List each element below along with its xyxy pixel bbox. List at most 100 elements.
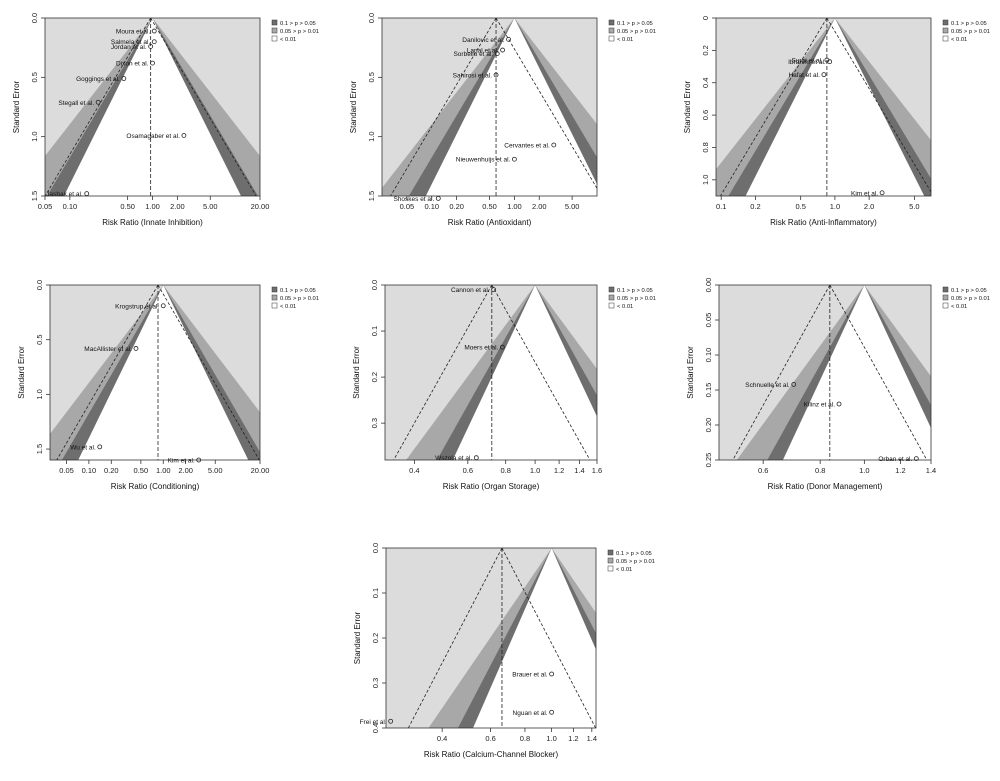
study-label: Schnuelle et al. [745, 382, 790, 389]
pseudo-ci-left [720, 18, 828, 196]
x-tick-label: 0.10 [424, 202, 439, 211]
contour-regions [716, 18, 931, 196]
pseudo-ci-right [495, 18, 597, 190]
x-tick-label: 1.2 [895, 466, 905, 475]
legend-swatch [942, 27, 949, 34]
y-axis-title: Standard Error [683, 80, 692, 133]
plot-frame [384, 284, 598, 461]
x-tick-label: 2.00 [178, 466, 193, 475]
x-axis-title: Risk Ratio (Calcium-Channel Blocker) [424, 750, 559, 759]
legend-label: 0.1 > p > 0.05 [617, 21, 653, 27]
study-label: Brauer et al. [512, 672, 548, 679]
legend-swatch [942, 19, 949, 26]
x-axis-title: Risk Ratio (Donor Management) [768, 482, 883, 491]
legend-swatch [608, 302, 615, 309]
study-label: Jasbak et al. [46, 191, 83, 198]
study-point [913, 456, 919, 462]
y-axis-title: Standard Error [17, 346, 26, 399]
y-tick-label: 0.05 [704, 313, 713, 328]
study-label: Hafat et al. [788, 72, 820, 79]
x-tick-label: 0.05 [59, 466, 74, 475]
contour-regions [50, 285, 260, 460]
study-label: Moura et al. [116, 29, 151, 36]
x-tick-label: 0.8 [500, 466, 510, 475]
y-tick-label: 1.0 [701, 175, 710, 185]
study-label: Dixon et al. [116, 61, 149, 68]
study-label: Ibrahim et al. [788, 59, 826, 66]
study-point [196, 457, 202, 463]
legend-label: 0.1 > p > 0.05 [616, 551, 652, 557]
pseudo-ci-right [150, 18, 257, 196]
legend-label: 0.1 > p > 0.05 [951, 21, 987, 27]
x-tick-label: 0.20 [449, 202, 464, 211]
study-label: Moers et al. [464, 345, 498, 352]
x-axis-title: Risk Ratio (Anti-Inflammatory) [770, 218, 877, 227]
contour-band [473, 548, 596, 728]
study-point [473, 455, 479, 461]
pseudo-ci-left [407, 548, 503, 728]
study-point [821, 72, 827, 78]
x-tick-label: 20.00 [251, 466, 270, 475]
study-label: MacAllister et al. [84, 346, 132, 353]
pseudo-ci-right [501, 548, 596, 728]
y-tick-label: 1.5 [30, 191, 39, 201]
x-tick-label: 0.8 [815, 466, 825, 475]
legend-label: < 0.01 [616, 567, 632, 573]
x-tick-label: 5.0 [909, 202, 919, 211]
y-tick-label: 0.2 [701, 45, 710, 55]
y-axis-title: Standard Error [352, 346, 361, 399]
x-tick-label: 0.6 [758, 466, 768, 475]
y-tick-label: 0.10 [704, 348, 713, 363]
legend-label: 0.05 > p > 0.01 [617, 296, 656, 302]
pseudo-ci-left [390, 18, 497, 196]
legend-swatch [608, 27, 615, 34]
legend-swatch [942, 286, 949, 293]
legend-label: 0.1 > p > 0.05 [280, 21, 316, 27]
y-tick-label: 0.1 [371, 588, 380, 598]
funnel-plot-2: 0.05 0.10 0.20 0.50 1.00 2.00 5.00 0.0 0.5 1.0 1.5… [349, 13, 656, 227]
contour-band [452, 285, 597, 460]
contour-band [78, 285, 249, 460]
contour-regions [393, 285, 597, 460]
x-tick-label: 20.00 [251, 202, 270, 211]
legend-swatch [608, 35, 615, 42]
legend-label: 0.1 > p > 0.05 [280, 288, 316, 294]
x-tick-label: 1.0 [530, 466, 540, 475]
study-label: Lanal et al. [467, 48, 499, 55]
study-point [511, 156, 517, 162]
funnel-plot-3: 0.1 0.2 0.5 1.0 2.0 5.0 0 0.2 0.4 0.6 0.8 1.0 Risk R… [683, 16, 990, 227]
legend-label: < 0.01 [280, 37, 296, 43]
pseudo-ci-right [157, 285, 260, 460]
study-point [879, 190, 885, 196]
legend-label: 0.05 > p > 0.01 [951, 29, 990, 35]
study-label: Cervantes et al. [504, 142, 550, 149]
study-label: Sorbello et al. [453, 51, 493, 58]
study-point [84, 191, 90, 197]
study-label: Surat et al. [791, 58, 823, 65]
x-tick-label: 0.50 [120, 202, 135, 211]
x-tick-label: 0.05 [38, 202, 53, 211]
y-tick-label: 1.0 [30, 131, 39, 141]
x-tick-label: 1.2 [568, 734, 578, 743]
y-tick-label: 0.0 [370, 280, 379, 290]
x-tick-label: 1.00 [145, 202, 160, 211]
legend-label: < 0.01 [951, 304, 967, 310]
contour-band [745, 18, 925, 196]
study-label: Stegall et al. [58, 100, 94, 107]
y-tick-label: 0.25 [704, 453, 713, 468]
legend-swatch [607, 565, 614, 572]
x-tick-label: 0.05 [400, 202, 415, 211]
y-tick-label: 0.15 [704, 383, 713, 398]
study-label: Kilinz et al. [804, 402, 836, 409]
contour-regions [732, 285, 931, 460]
y-tick-label: 0.0 [35, 280, 44, 290]
pseudo-ci-right [829, 285, 928, 460]
funnel-plot-6: 0.6 0.8 1.0 1.2 1.4 0.00 0.05 0.10 0.15 0.20 0.25 R… [686, 278, 990, 491]
x-tick-label: 0.5 [795, 202, 805, 211]
contour-regions [45, 18, 260, 196]
plot-frame [718, 284, 932, 461]
study-point [836, 401, 842, 407]
study-label: Goggings et al. [76, 76, 120, 83]
x-tick-label: 1.4 [574, 466, 584, 475]
legend-label: < 0.01 [951, 37, 967, 43]
